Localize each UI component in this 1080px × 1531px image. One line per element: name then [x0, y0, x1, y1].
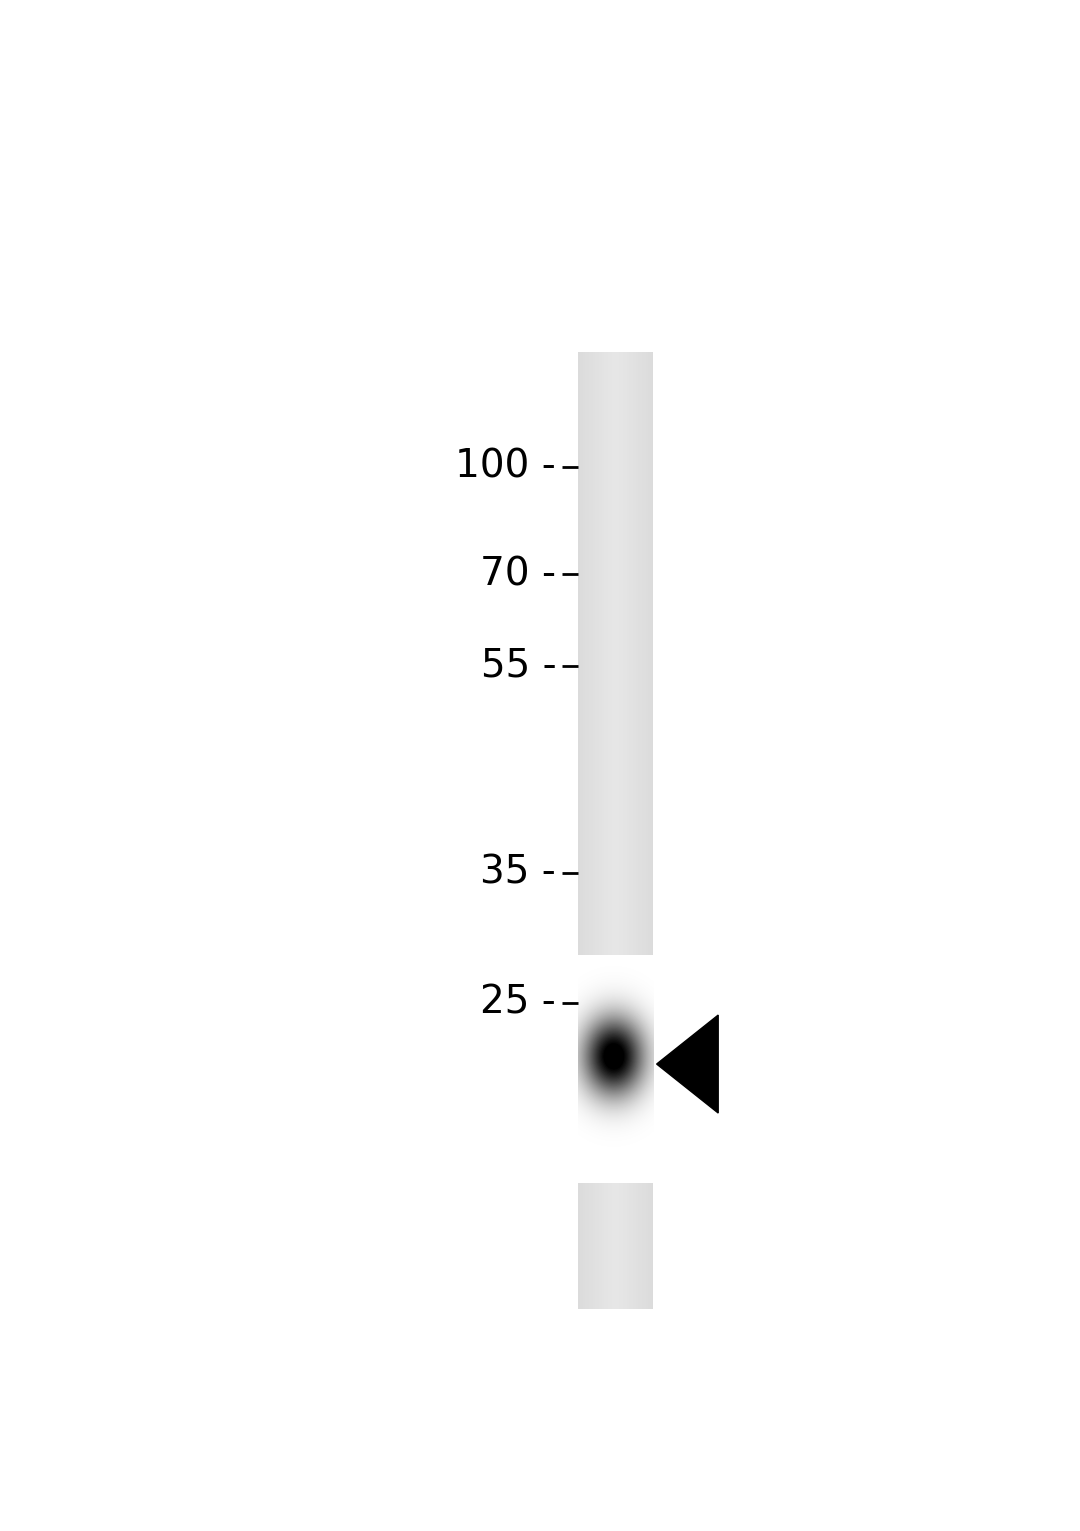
Bar: [631, 352, 633, 1309]
Bar: [618, 352, 620, 1309]
Bar: [597, 352, 598, 1309]
Bar: [580, 352, 582, 1309]
Bar: [581, 352, 583, 1309]
Bar: [591, 352, 593, 1309]
Text: 25 -: 25 -: [481, 984, 556, 1021]
Text: 35 -: 35 -: [481, 854, 556, 891]
Bar: [616, 352, 618, 1309]
Bar: [627, 352, 629, 1309]
Bar: [644, 352, 646, 1309]
Bar: [588, 352, 590, 1309]
Bar: [648, 352, 650, 1309]
Bar: [629, 352, 631, 1309]
Bar: [590, 352, 591, 1309]
Bar: [651, 352, 653, 1309]
Bar: [633, 352, 635, 1309]
Bar: [621, 352, 623, 1309]
Bar: [598, 352, 600, 1309]
Polygon shape: [657, 1015, 718, 1113]
Text: 55 -: 55 -: [481, 648, 556, 684]
Bar: [625, 352, 626, 1309]
Bar: [636, 352, 638, 1309]
Bar: [585, 352, 588, 1309]
Bar: [600, 352, 603, 1309]
Bar: [638, 352, 640, 1309]
Bar: [583, 352, 585, 1309]
Bar: [578, 352, 580, 1309]
Bar: [610, 352, 611, 1309]
Text: 100 -: 100 -: [456, 449, 556, 485]
Bar: [623, 352, 625, 1309]
Text: 70 -: 70 -: [481, 556, 556, 592]
Bar: [650, 352, 651, 1309]
Bar: [608, 352, 610, 1309]
Bar: [603, 352, 605, 1309]
Bar: [612, 352, 613, 1309]
Bar: [642, 352, 644, 1309]
Bar: [593, 352, 595, 1309]
Bar: [595, 352, 597, 1309]
Bar: [605, 352, 606, 1309]
Bar: [646, 352, 648, 1309]
Bar: [640, 352, 642, 1309]
Bar: [606, 352, 608, 1309]
Bar: [613, 352, 616, 1309]
Bar: [635, 352, 636, 1309]
Bar: [620, 352, 621, 1309]
